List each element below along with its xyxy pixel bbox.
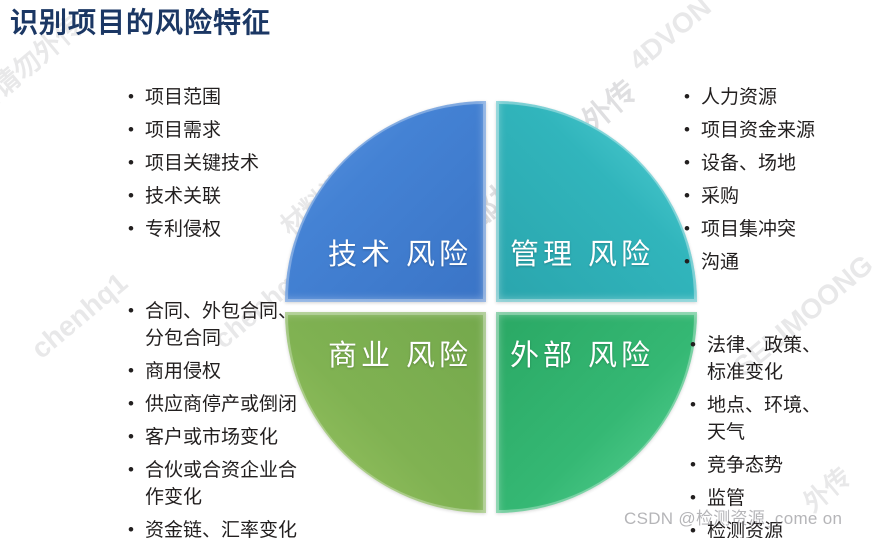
risk-quadrant-diagram: 技术 风险 管理 风险 商业 风险 外部 风险 [285, 101, 697, 513]
list-item: 技术关联 [128, 182, 333, 210]
list-item: 监管 [690, 484, 888, 512]
watermark-tile: chenhq1 [25, 266, 134, 365]
commercial-risk-list: 合同、外包合同、 分包合同商用侵权供应商停产或倒闭客户或市场变化合伙或合资企业合… [128, 297, 328, 538]
list-item: 项目资金来源 [684, 116, 884, 144]
list-item: 设备、场地 [684, 149, 884, 177]
list-item: 专利侵权 [128, 215, 333, 243]
list-item: 客户或市场变化 [128, 423, 328, 451]
list-item: 项目集冲突 [684, 215, 884, 243]
quadrant-commercial-risk-label: 商业 风险 [327, 340, 472, 372]
quadrant-external-risk[interactable]: 外部 风险 [496, 312, 697, 513]
external-risk-list: 法律、政策、 标准变化地点、环境、 天气竞争态势监管检测资源 [690, 331, 888, 538]
list-item: 法律、政策、 标准变化 [690, 331, 888, 386]
list-item: 合同、外包合同、 分包合同 [128, 297, 328, 352]
list-item: 供应商停产或倒闭 [128, 390, 328, 418]
management-risk-list: 人力资源项目资金来源设备、场地采购项目集冲突沟通 [684, 83, 884, 282]
list-item: 项目需求 [128, 116, 333, 144]
list-item: 商用侵权 [128, 357, 328, 385]
list-item: 人力资源 [684, 83, 884, 111]
list-item: 合伙或合资企业合 作变化 [128, 456, 328, 511]
technical-risk-list: 项目范围项目需求项目关键技术技术关联专利侵权 [128, 83, 333, 249]
title-bar: 识别项目的风险特征 [0, 0, 888, 46]
quadrant-management-risk[interactable]: 管理 风险 [496, 101, 697, 302]
page-title: 识别项目的风险特征 [10, 7, 272, 38]
quadrant-external-risk-label: 外部 风险 [510, 340, 655, 372]
quadrant-management-risk-label: 管理 风险 [510, 239, 655, 271]
list-item: 资金链、汇率变化 [128, 516, 328, 538]
list-item: 检测资源 [690, 517, 888, 538]
quadrant-technical-risk-label: 技术 风险 [327, 239, 472, 271]
list-item: 地点、环境、 天气 [690, 391, 888, 446]
list-item: 项目范围 [128, 83, 333, 111]
list-item: 项目关键技术 [128, 149, 333, 177]
list-item: 竞争态势 [690, 451, 888, 479]
list-item: 采购 [684, 182, 884, 210]
csdn-watermark: CSDN @检测资源_come on [624, 509, 843, 528]
list-item: 沟通 [684, 248, 884, 276]
